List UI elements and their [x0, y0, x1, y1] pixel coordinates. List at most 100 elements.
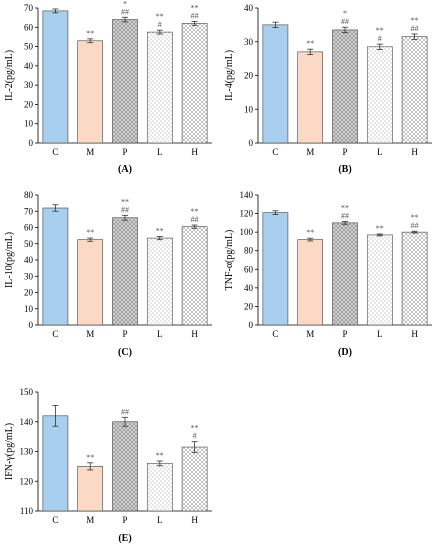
significance-mark: ##: [121, 7, 129, 16]
y-tick-label: 50: [24, 239, 34, 249]
significance-mark: **: [341, 203, 349, 212]
y-tick-label: 40: [24, 61, 34, 71]
y-tick-label: 30: [244, 37, 254, 47]
bar-C: [42, 207, 69, 326]
bar-H: [181, 446, 208, 512]
x-tick-label: M: [306, 147, 314, 157]
x-tick-label: C: [52, 515, 58, 525]
bar-H: [401, 36, 428, 144]
x-tick-label: C: [272, 147, 278, 157]
y-tick-label: 40: [244, 3, 254, 13]
significance-mark: *: [123, 0, 127, 8]
y-tick-label: 20: [24, 288, 34, 298]
y-tick-label: 70: [24, 3, 34, 13]
panel-label: (B): [338, 164, 351, 175]
y-tick-label: 0: [249, 138, 254, 148]
y-tick-label: 10: [244, 104, 254, 114]
y-tick-label: 50: [24, 42, 34, 52]
x-tick-label: P: [122, 515, 127, 525]
bar-M: [297, 239, 324, 326]
y-axis-label: IL-2(pg/mL): [4, 50, 15, 101]
significance-mark: **: [411, 16, 419, 25]
x-tick-label: M: [86, 329, 94, 339]
y-tick-label: 140: [20, 417, 34, 427]
y-tick-label: 20: [244, 71, 254, 81]
bar-L: [146, 31, 173, 144]
significance-mark: **: [191, 207, 199, 216]
bar-C: [42, 415, 69, 512]
y-tick-label: 0: [249, 320, 254, 330]
significance-mark: **: [156, 451, 164, 460]
x-tick-label: C: [52, 329, 58, 339]
bar-P: [112, 217, 138, 326]
significance-mark: **: [86, 453, 94, 462]
y-tick-label: 120: [240, 209, 254, 219]
x-tick-label: H: [191, 147, 198, 157]
y-axis-label: IL-10(pg/mL): [4, 232, 15, 288]
y-tick-label: 0: [29, 138, 34, 148]
bar-M: [77, 466, 104, 512]
bar-C: [262, 212, 289, 326]
y-tick-label: 20: [24, 99, 34, 109]
panel-label: (D): [338, 347, 352, 358]
y-tick-label: 100: [240, 227, 254, 237]
y-tick-label: 30: [24, 80, 34, 90]
significance-mark: **: [306, 228, 314, 237]
y-tick-label: 30: [24, 271, 34, 281]
x-tick-label: M: [86, 147, 94, 157]
y-tick-label: 60: [24, 22, 34, 32]
bar-M: [77, 239, 104, 326]
significance-mark: **: [86, 29, 94, 38]
bar-H: [181, 23, 208, 144]
bar-P: [112, 19, 138, 144]
y-axis-label: IFN-γ(pg/mL): [4, 423, 15, 480]
y-axis-label: IL-4(pg/mL): [224, 50, 235, 101]
y-tick-label: 60: [244, 264, 254, 274]
bar-M: [297, 51, 324, 144]
y-tick-label: 40: [24, 255, 34, 265]
x-tick-label: C: [52, 147, 58, 157]
chart-panel-1: 010203040506070IL-2(pg/mL)C**M##*P#**L##…: [4, 0, 212, 175]
y-tick-label: 110: [20, 506, 34, 516]
significance-mark: **: [376, 26, 384, 35]
x-tick-label: C: [272, 329, 278, 339]
y-tick-label: 140: [240, 190, 254, 200]
significance-mark: ##: [411, 24, 419, 33]
bar-L: [146, 463, 173, 512]
y-tick-label: 40: [244, 283, 254, 293]
x-tick-label: L: [157, 147, 163, 157]
x-tick-label: M: [86, 515, 94, 525]
bar-L: [366, 234, 393, 326]
y-tick-label: 80: [24, 190, 34, 200]
significance-mark: ##: [341, 211, 349, 220]
x-tick-label: P: [122, 329, 127, 339]
significance-mark: **: [86, 228, 94, 237]
bar-C: [42, 10, 69, 144]
significance-mark: #: [378, 34, 382, 43]
significance-mark: ##: [121, 205, 129, 214]
chart-panel-5: 110120130140150IFN-γ(pg/mL)C**M##P**L#**…: [4, 387, 212, 544]
significance-mark: ##: [411, 221, 419, 230]
x-tick-label: P: [122, 147, 127, 157]
panel-label: (A): [118, 164, 132, 175]
x-tick-label: H: [411, 147, 418, 157]
x-tick-label: P: [342, 329, 347, 339]
significance-mark: **: [376, 224, 384, 233]
y-tick-label: 70: [24, 206, 34, 216]
significance-mark: ##: [191, 215, 199, 224]
x-tick-label: H: [411, 329, 418, 339]
significance-mark: ##: [341, 17, 349, 26]
y-tick-label: 10: [24, 119, 34, 129]
chart-panel-4: 020406080100120140TNF-α(pg/mL)C**M##**P*…: [224, 190, 432, 358]
significance-mark: **: [191, 424, 199, 433]
bar-M: [77, 40, 104, 144]
x-tick-label: L: [157, 329, 163, 339]
chart-panel-3: 01020304050607080IL-10(pg/mL)C**M##**P**…: [4, 190, 212, 358]
significance-mark: **: [191, 4, 199, 13]
significance-mark: ##: [121, 407, 129, 416]
x-tick-label: M: [306, 329, 314, 339]
bar-P: [332, 222, 358, 326]
y-tick-label: 10: [24, 304, 34, 314]
